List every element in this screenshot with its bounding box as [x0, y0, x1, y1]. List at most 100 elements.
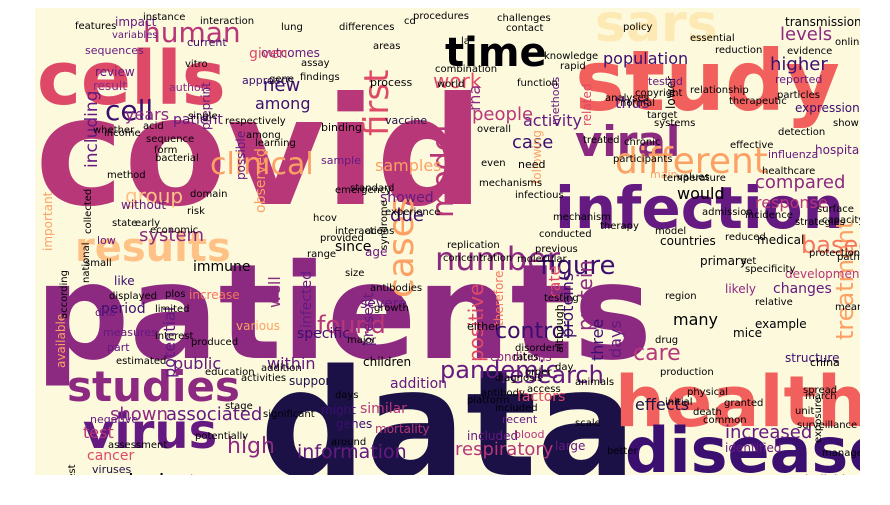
word-economic: economic — [150, 225, 198, 236]
word-preprint: preprint — [199, 82, 213, 130]
word-either: either — [467, 320, 500, 333]
word-outcomes: outcomes — [261, 46, 320, 60]
word-present: present — [361, 292, 377, 346]
word-rapid: rapid — [560, 61, 586, 72]
word-day: day — [555, 362, 573, 373]
word-respiratory: respiratory — [455, 439, 554, 460]
word-form: form — [154, 145, 177, 156]
word-treatment: treatment — [831, 220, 859, 340]
word-la: la — [461, 36, 470, 47]
word-collected: collected — [83, 189, 94, 234]
word-included: included — [495, 403, 538, 414]
word-information: information — [297, 441, 407, 463]
word-findings: findings — [300, 72, 340, 83]
word-syndrome: syndrome — [379, 200, 390, 250]
word-online: online — [835, 37, 860, 48]
word-due: due — [390, 205, 424, 226]
word-bacterial: bacterial — [155, 153, 199, 164]
word-contact: contact — [506, 23, 544, 34]
word-three: three — [588, 319, 607, 361]
word-likely: likely — [725, 282, 756, 296]
word-disease: disease — [625, 414, 860, 475]
word-spread: spread — [803, 385, 837, 396]
word-proteins: proteins — [558, 273, 577, 338]
word-lower: lower — [664, 76, 678, 109]
word-therefore: therefore — [492, 271, 506, 326]
word-infected: infected — [299, 271, 315, 328]
word-risk: risk — [187, 206, 205, 217]
word-compared: compared — [755, 172, 845, 193]
word-important: important — [41, 191, 55, 251]
word-testing: testing — [544, 293, 579, 304]
word-initial: initial — [665, 397, 693, 408]
word-case: case — [512, 132, 553, 153]
word-public: public — [173, 354, 221, 373]
word-interest: interest — [155, 331, 193, 342]
word-conducted: conducted — [539, 229, 592, 240]
word-control: control — [495, 319, 571, 344]
word-exposure: exposure — [813, 397, 824, 443]
word-virus: virus — [83, 404, 217, 460]
word-specific: specific — [297, 326, 350, 342]
word-among: among — [246, 130, 281, 141]
word-around: around — [331, 437, 366, 448]
word-sequences: sequences — [85, 44, 144, 57]
word-among: among — [255, 94, 310, 113]
word-time: time — [445, 30, 547, 76]
word-temperature: temperature — [663, 173, 726, 184]
word-participants: participants — [613, 154, 673, 165]
word-infection: infection — [555, 174, 844, 242]
word-care: care — [633, 341, 681, 366]
word-like: like — [114, 274, 135, 288]
word-policy: policy — [623, 22, 653, 33]
word-reported: reported — [775, 73, 822, 86]
word-estimated: estimated — [116, 356, 166, 367]
word-blood: blood — [514, 428, 544, 441]
word-whether: whether — [93, 125, 135, 136]
word-positive: positive — [464, 284, 488, 362]
word-conditions: conditions — [490, 350, 552, 364]
word-detection: detection — [778, 127, 825, 138]
word-viruses: viruses — [92, 463, 132, 475]
word-antibodies: antibodies — [370, 283, 422, 294]
word-research: research — [500, 361, 604, 389]
word-interactions: interactions — [335, 226, 394, 237]
word-analysis: analysis — [87, 471, 176, 475]
word-period: period — [101, 301, 146, 317]
word-antibody: antibody — [481, 388, 525, 399]
word-overall: overall — [477, 124, 511, 135]
word-world: world — [437, 79, 465, 90]
word-role: role — [178, 473, 201, 475]
word-unit: unit — [795, 406, 814, 417]
word-days: days — [606, 320, 625, 358]
word-negative: negative — [90, 413, 138, 426]
word-found: found — [317, 311, 386, 339]
word-expression: expression — [795, 101, 860, 115]
word-genes: genes — [336, 417, 372, 431]
word-sample: sample — [321, 154, 361, 167]
word-severe: severe — [360, 296, 407, 312]
word-review: review — [95, 65, 135, 79]
word-possible: possible — [234, 131, 248, 180]
word-study: study — [575, 32, 840, 130]
word-displayed: displayed — [109, 291, 157, 302]
word-assay: assay — [301, 58, 330, 69]
word-replication: replication — [447, 240, 500, 251]
word-interaction: interaction — [200, 16, 254, 27]
word-number: number — [435, 240, 561, 278]
word-hospital: hospital — [815, 143, 860, 157]
word-pandemic: pandemic — [440, 356, 558, 384]
word-various: various — [236, 319, 280, 333]
word-set: set — [741, 256, 756, 267]
word-learning: learning — [255, 138, 296, 149]
word-values: values — [677, 172, 710, 183]
word-provided: provided — [320, 233, 364, 244]
word-march: march — [805, 391, 837, 402]
word-development: development — [785, 267, 860, 281]
word-china: china — [810, 356, 840, 369]
word-production: production — [660, 367, 714, 378]
word-main: main — [650, 168, 678, 181]
word-admission: admission — [702, 207, 753, 218]
